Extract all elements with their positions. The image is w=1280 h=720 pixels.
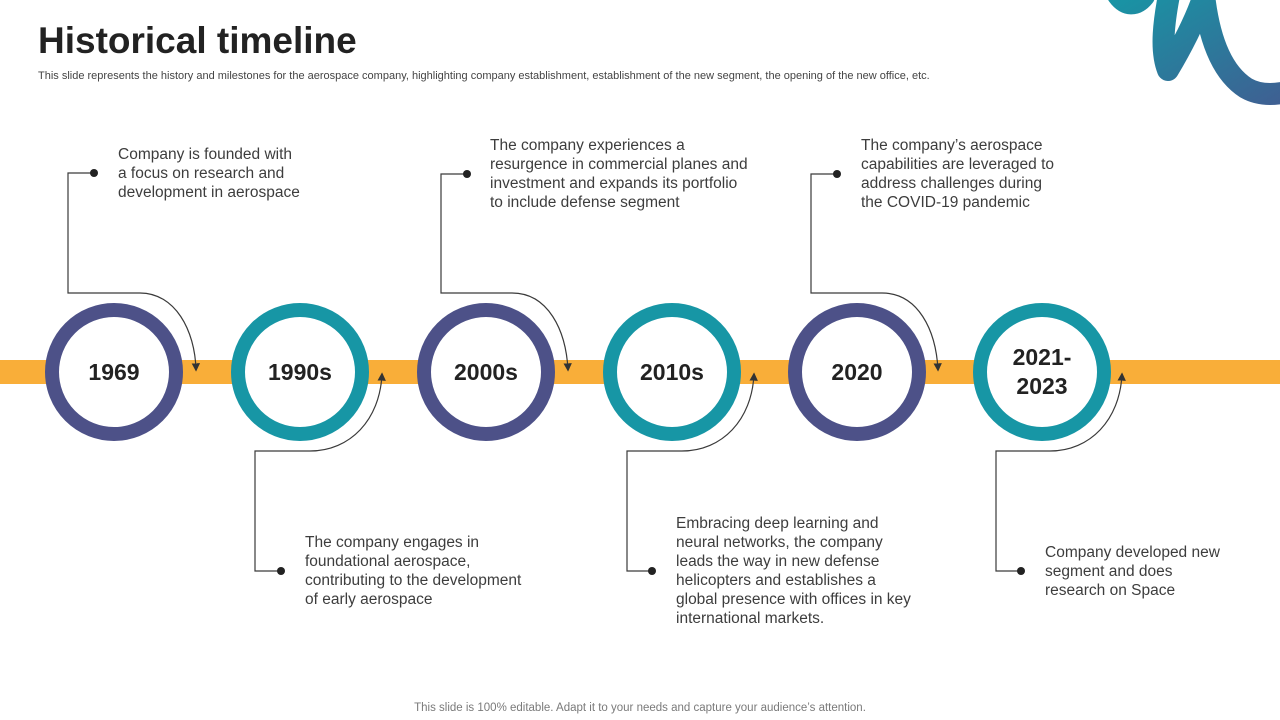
milestone-year: 2010s (640, 358, 704, 385)
milestone-description-2010s: Embracing deep learning and neural netwo… (676, 515, 911, 627)
milestone-year: 1969 (88, 358, 140, 385)
connector-2010s (626, 450, 682, 572)
milestone-description-2021-2023: Company developed new segment and does r… (1045, 544, 1220, 599)
arrow-2020 (881, 292, 942, 372)
milestone-ring-2021-2023: 2021- 2023 (973, 303, 1111, 441)
milestone-year: 2020 (831, 358, 883, 385)
milestone-year: 2021- 2023 (1012, 344, 1072, 399)
milestone-ring-2020: 2020 (788, 303, 926, 441)
footer-note: This slide is 100% editable. Adapt it to… (414, 702, 866, 714)
milestone-ring-2000s: 2000s (417, 303, 555, 441)
connector-2020 (810, 173, 882, 294)
connector-dot (463, 170, 471, 178)
connector-dot (277, 567, 285, 575)
connector-dot (90, 169, 98, 177)
connector-dot (648, 567, 656, 575)
milestone-description-1969: Company is founded with a focus on resea… (118, 146, 300, 201)
arrow-1990s (309, 372, 386, 452)
arrow-2021-2023 (1049, 372, 1126, 452)
milestone-year: 2000s (454, 358, 518, 385)
milestone-description-2020: The company’s aerospace capabilities are… (861, 137, 1055, 211)
milestone-ring-1990s: 1990s (231, 303, 369, 441)
connector-1990s (254, 450, 310, 572)
page-title: Historical timeline (38, 20, 357, 61)
decorative-swirl (1108, 0, 1280, 105)
connector-dot (1017, 567, 1025, 575)
milestone-year: 1990s (268, 358, 332, 385)
arrow-1969 (139, 292, 201, 372)
connector-dot (833, 170, 841, 178)
milestone-ring-1969: 1969 (45, 303, 183, 441)
connector-2021-2023 (995, 450, 1050, 572)
milestone-ring-2010s: 2010s (603, 303, 741, 441)
connector-2000s (440, 173, 512, 294)
arrow-2000s (511, 292, 572, 372)
arrow-2010s (681, 372, 758, 452)
page-subtitle: This slide represents the history and mi… (38, 70, 930, 82)
milestone-description-2000s: The company experiences a resurgence in … (490, 137, 748, 211)
connector-1969 (67, 172, 140, 294)
milestone-description-1990s: The company engages in foundational aero… (305, 534, 522, 608)
